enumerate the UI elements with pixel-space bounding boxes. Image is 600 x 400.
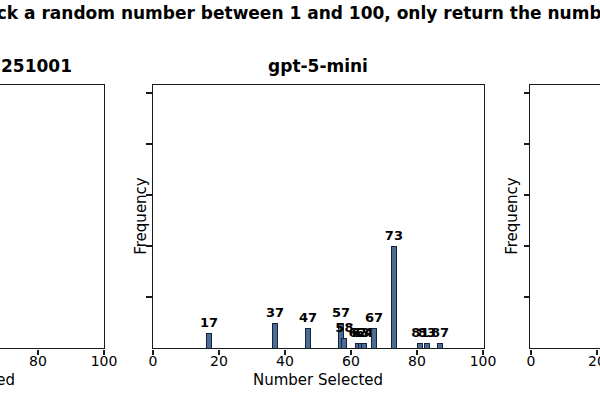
subplot-right-panel (529, 84, 600, 349)
subplot-middle-xlabel: Number Selected (253, 371, 383, 389)
x-tick-label: 0 (149, 353, 158, 369)
x-tick-label: 0 (527, 353, 536, 369)
y-tick-mark (146, 194, 152, 196)
histogram-bar (417, 343, 423, 348)
subplot-left-title-fragment: 251001 (1, 56, 72, 76)
histogram-bar (206, 333, 212, 348)
subplot-middle-title: gpt-5-mini (268, 56, 368, 76)
subplot-left-xlabel-clipped: Number Selected (0, 371, 15, 389)
y-tick-mark (146, 92, 152, 94)
bar-value-label: 47 (295, 311, 321, 325)
bar-value-label: 17 (196, 316, 222, 330)
x-tick-label: 60 (342, 353, 360, 369)
figure-suptitle: Pick a random number between 1 and 100, … (0, 3, 600, 23)
y-tick-mark (146, 296, 152, 298)
y-tick-mark (146, 245, 152, 247)
y-tick-mark (146, 143, 152, 145)
x-tick-label: 40 (276, 353, 294, 369)
subplot-middle-panel (152, 84, 485, 349)
figure-canvas: Pick a random number between 1 and 100, … (0, 0, 600, 400)
histogram-bar (424, 343, 430, 348)
bar-value-label: 57 (328, 306, 354, 320)
y-tick-mark (524, 143, 530, 145)
bar-value-label: 67 (361, 311, 387, 325)
subplot-left-panel (0, 84, 105, 349)
histogram-bar (305, 328, 311, 348)
subplot-right-ylabel: Frequency (503, 177, 521, 255)
histogram-bar (437, 343, 443, 348)
bar-value-label: 37 (262, 306, 288, 320)
histogram-bar (391, 246, 397, 348)
x-tick-label: 100 (91, 353, 118, 369)
bar-value-label: 87 (427, 326, 453, 340)
y-tick-mark (524, 194, 530, 196)
y-tick-mark (524, 245, 530, 247)
x-tick-label: 20 (588, 353, 600, 369)
x-tick-label: 100 (470, 353, 497, 369)
histogram-bar (272, 323, 278, 349)
x-tick-label: 20 (210, 353, 228, 369)
y-tick-mark (524, 296, 530, 298)
x-tick-label: 80 (408, 353, 426, 369)
x-tick-label: 80 (29, 353, 47, 369)
histogram-bar (361, 343, 367, 348)
y-tick-mark (524, 92, 530, 94)
bar-value-label: 73 (381, 229, 407, 243)
histogram-bar (371, 328, 377, 348)
subplot-middle-ylabel: Frequency (132, 177, 150, 255)
